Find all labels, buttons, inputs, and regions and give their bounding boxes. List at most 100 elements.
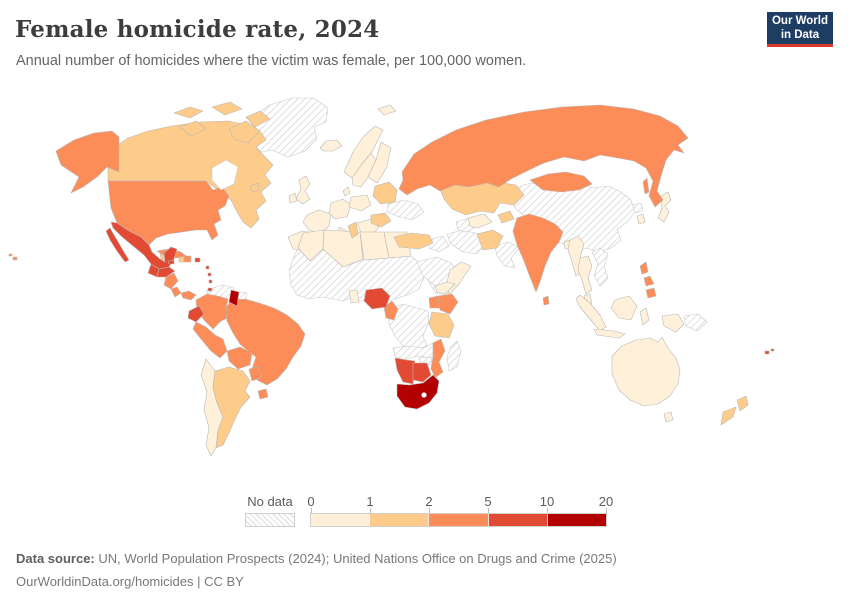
- country-mexico[interactable]: [110, 221, 178, 270]
- country-bolivia[interactable]: [226, 346, 253, 370]
- country-brazil[interactable]: [225, 298, 306, 386]
- legend-tick-mark: [311, 508, 312, 513]
- legend-bin-2-5[interactable]: [428, 514, 488, 526]
- legend-bin-5-10[interactable]: [487, 514, 547, 526]
- country-iraq[interactable]: [428, 235, 450, 253]
- country-victoria-island[interactable]: [179, 120, 207, 137]
- country-paraguay[interactable]: [248, 366, 263, 382]
- country-dominican-republic[interactable]: [183, 255, 192, 263]
- country-costa-rica[interactable]: [170, 286, 182, 298]
- country-philippines[interactable]: [645, 287, 657, 299]
- country-nicaragua[interactable]: [163, 272, 179, 290]
- owid-logo[interactable]: Our World in Data: [767, 12, 833, 47]
- country-puerto-rico[interactable]: [194, 257, 201, 263]
- country-madagascar[interactable]: [446, 340, 462, 372]
- country-australia[interactable]: [611, 336, 681, 407]
- country-turkey[interactable]: [393, 232, 434, 250]
- country-north-korea[interactable]: [632, 202, 644, 214]
- country-kyrgyzstan[interactable]: [497, 210, 515, 224]
- country-mongolia[interactable]: [529, 171, 593, 193]
- country-japan[interactable]: [657, 191, 672, 223]
- country-alaska[interactable]: [55, 130, 120, 194]
- country-sulawesi[interactable]: [639, 307, 650, 326]
- country-lesotho: [421, 392, 427, 398]
- country-hawaii[interactable]: [12, 256, 18, 261]
- legend-scale: 0 1 2 5 10 20: [307, 494, 613, 528]
- country-canada-island[interactable]: [245, 110, 271, 128]
- country-ghana[interactable]: [348, 289, 360, 304]
- country-baltics-belarus[interactable]: [372, 181, 398, 205]
- country-honduras[interactable]: [156, 266, 176, 278]
- country-thailand[interactable]: [577, 255, 593, 295]
- country-newfoundland[interactable]: [249, 182, 260, 193]
- country-sri-lanka[interactable]: [542, 295, 550, 306]
- country-dr-congo[interactable]: [388, 303, 430, 351]
- country-pakistan[interactable]: [494, 241, 520, 269]
- country-guyana[interactable]: [228, 289, 240, 307]
- country-new-zealand-north[interactable]: [736, 395, 749, 412]
- country-baja-california[interactable]: [105, 227, 130, 263]
- country-romania[interactable]: [370, 212, 392, 228]
- country-ecuador[interactable]: [187, 305, 205, 323]
- country-cameroon[interactable]: [383, 300, 399, 321]
- country-svalbard[interactable]: [377, 104, 397, 116]
- country-argentina[interactable]: [212, 366, 251, 449]
- country-nigeria[interactable]: [363, 287, 391, 310]
- country-finland[interactable]: [367, 141, 392, 184]
- country-ukraine[interactable]: [386, 199, 425, 221]
- country-peru[interactable]: [192, 321, 228, 359]
- country-tasmania[interactable]: [663, 411, 674, 423]
- country-namibia[interactable]: [394, 357, 416, 385]
- country-philippines[interactable]: [639, 261, 649, 275]
- country-new-zealand-south[interactable]: [720, 406, 737, 426]
- legend-bin-10-20[interactable]: [546, 514, 607, 526]
- country-tanzania[interactable]: [428, 311, 455, 339]
- owid-link[interactable]: OurWorldinData.org/homicides | CC BY: [16, 573, 244, 589]
- country-jamaica[interactable]: [167, 259, 175, 265]
- country-indochina[interactable]: [591, 247, 609, 287]
- country-trinidad-tobago[interactable]: [207, 287, 213, 292]
- country-baffin-island[interactable]: [228, 120, 261, 144]
- country-afghanistan[interactable]: [476, 229, 504, 251]
- legend-no-data-swatch[interactable]: [245, 513, 295, 527]
- legend-bin-0-1[interactable]: [311, 514, 370, 526]
- country-yemen[interactable]: [434, 281, 456, 295]
- country-uzbekistan[interactable]: [467, 213, 493, 229]
- country-india[interactable]: [512, 213, 564, 293]
- country-denmark[interactable]: [342, 186, 351, 197]
- legend-bin-1-2[interactable]: [369, 514, 429, 526]
- country-panama[interactable]: [180, 290, 197, 301]
- country-hawaii[interactable]: [8, 253, 13, 257]
- country-greenland[interactable]: [248, 97, 329, 158]
- country-canada[interactable]: [107, 120, 274, 229]
- data-source-label: Data source:: [16, 551, 95, 566]
- country-sakhalin[interactable]: [642, 177, 650, 195]
- country-germany[interactable]: [328, 198, 352, 220]
- country-fiji[interactable]: [770, 348, 775, 352]
- country-russia[interactable]: [398, 104, 689, 208]
- country-tunisia[interactable]: [347, 221, 359, 239]
- country-south-korea[interactable]: [636, 213, 646, 225]
- country-poland[interactable]: [348, 194, 372, 212]
- country-united-kingdom[interactable]: [295, 175, 311, 205]
- country-uruguay[interactable]: [257, 388, 269, 400]
- country-lesser-antilles[interactable]: [205, 265, 210, 270]
- country-kenya[interactable]: [437, 293, 459, 315]
- country-lesser-antilles[interactable]: [207, 272, 212, 277]
- country-papua-new-guinea[interactable]: [683, 313, 708, 332]
- country-ireland[interactable]: [288, 192, 298, 204]
- country-mozambique[interactable]: [430, 338, 446, 379]
- country-canada-island[interactable]: [211, 101, 243, 116]
- country-south-africa[interactable]: [396, 374, 440, 410]
- country-philippines[interactable]: [643, 275, 655, 287]
- country-lesser-antilles[interactable]: [208, 279, 213, 284]
- country-morocco[interactable]: [297, 229, 325, 262]
- country-borneo[interactable]: [610, 295, 638, 321]
- country-iceland[interactable]: [319, 139, 343, 152]
- country-fiji[interactable]: [764, 350, 770, 355]
- country-botswana[interactable]: [412, 362, 432, 383]
- country-java[interactable]: [593, 328, 626, 339]
- country-canada-island[interactable]: [173, 106, 204, 119]
- country-west-new-guinea[interactable]: [661, 313, 685, 333]
- legend-tick-label: 5: [484, 494, 492, 509]
